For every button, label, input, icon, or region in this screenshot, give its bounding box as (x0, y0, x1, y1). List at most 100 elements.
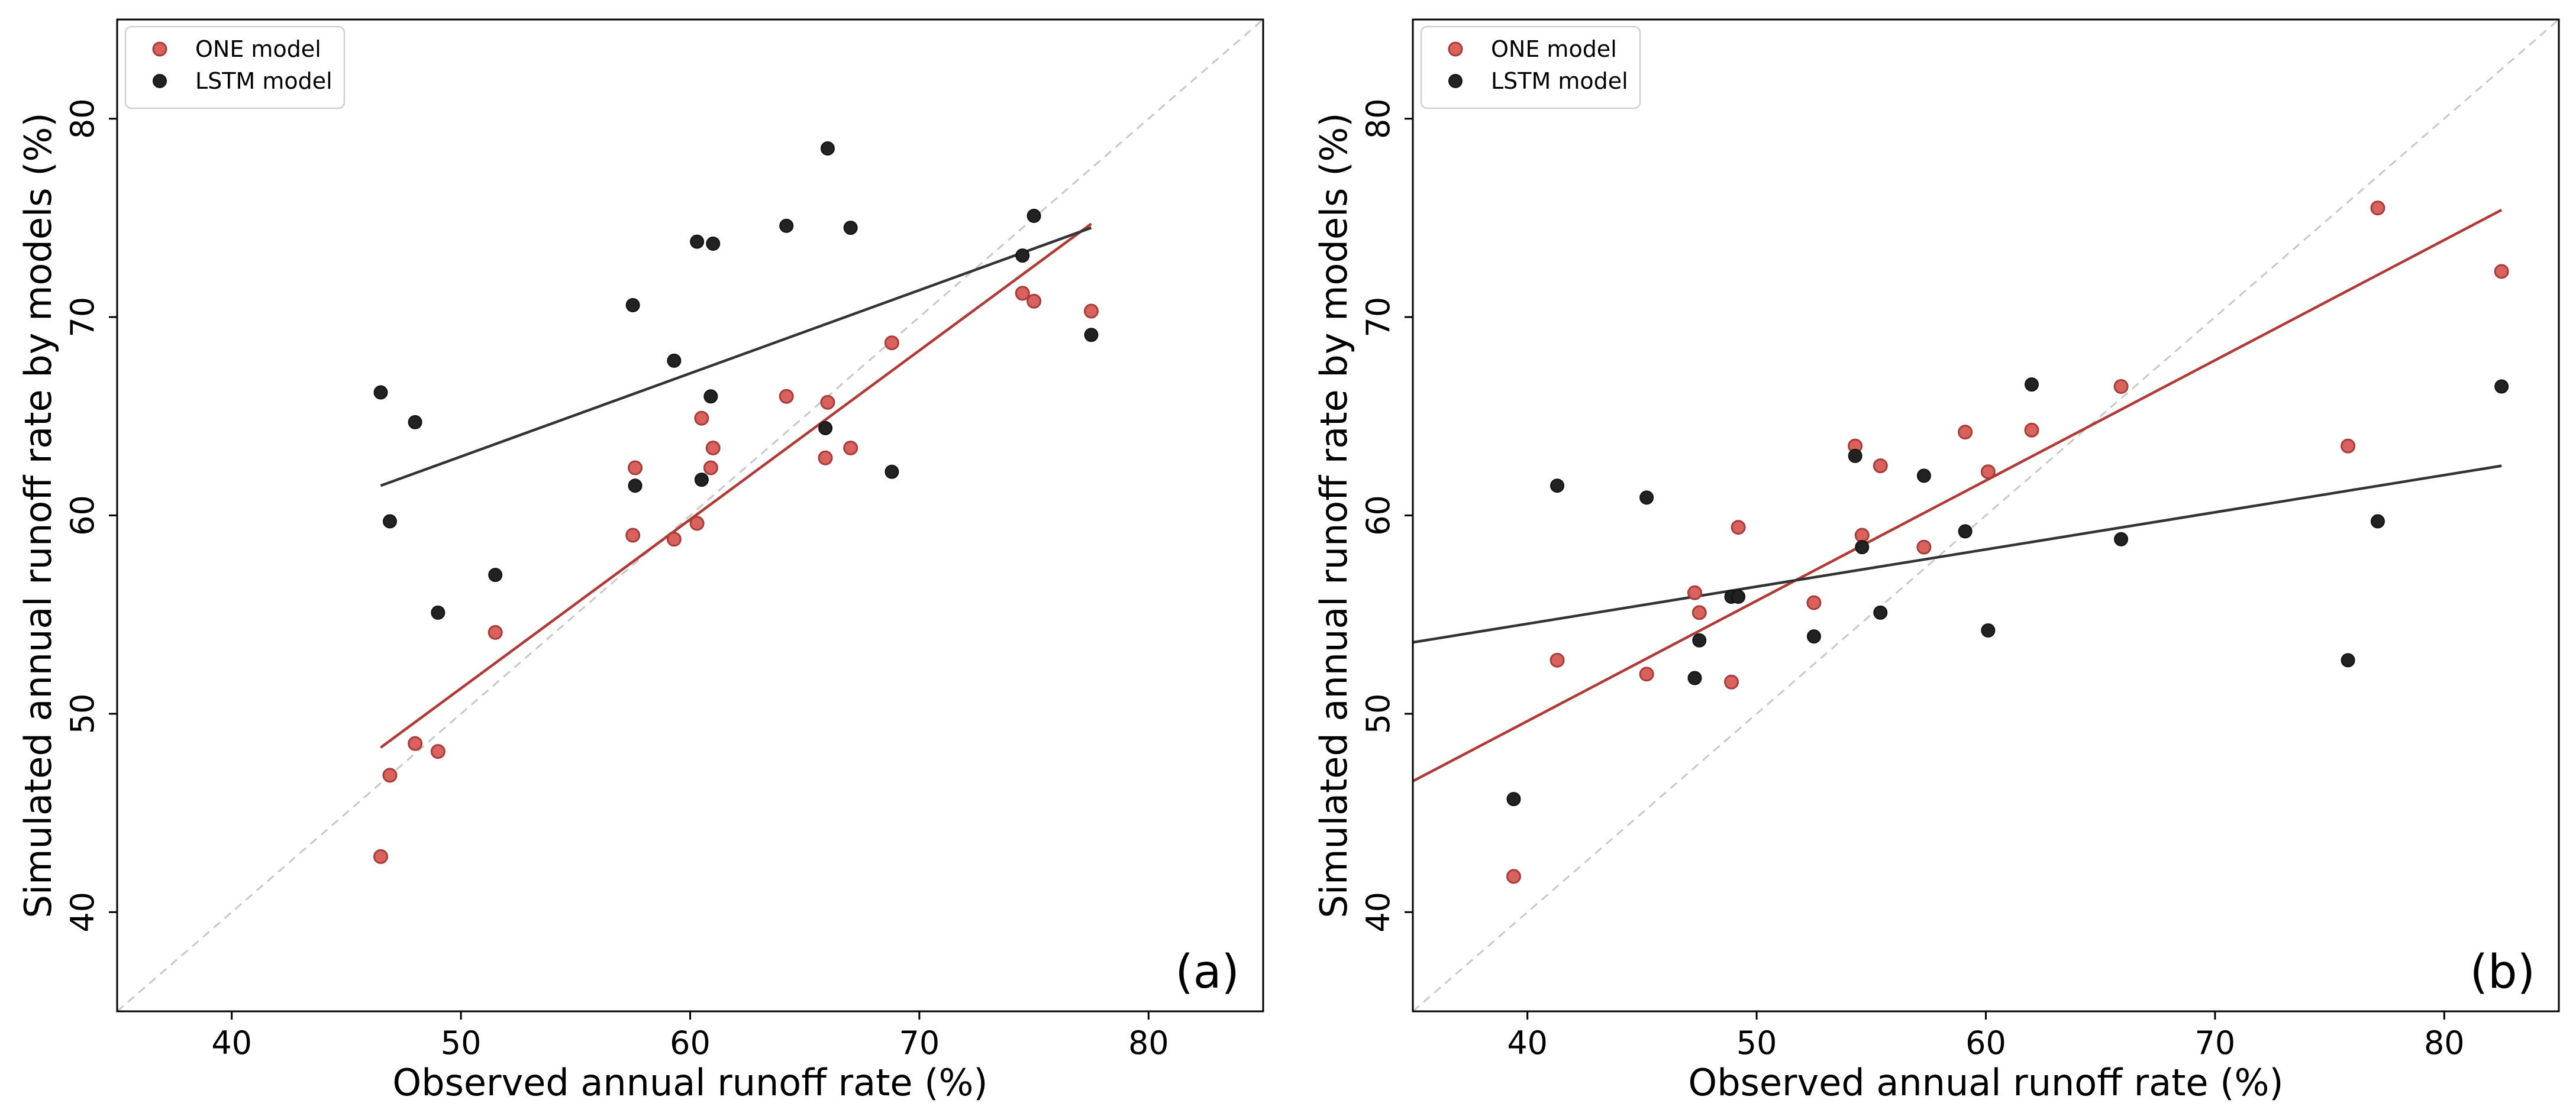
x-tick-label: 40 (1507, 1024, 1548, 1062)
one-model-point (2370, 200, 2385, 216)
lstm-model-point (779, 218, 794, 233)
lstm-model-point (431, 605, 446, 620)
one-model-point (373, 849, 389, 864)
lstm-model-point (690, 234, 705, 249)
one-model-point (1639, 667, 1654, 682)
one-model-point (694, 410, 709, 426)
lstm-model-point (1873, 605, 1888, 620)
legend-one-model-marker (152, 41, 167, 57)
y-tick-label: 40 (64, 892, 101, 933)
plot-area (1413, 20, 2559, 1011)
one-model-point (689, 516, 705, 531)
lstm-fit-line (380, 227, 1092, 487)
panel-label: (a) (1175, 946, 1239, 999)
y-tick-label: 50 (1360, 694, 1397, 735)
x-tick-label: 60 (670, 1024, 711, 1062)
panel-label: (b) (2470, 946, 2535, 999)
x-axis-label: Observed annual runoff rate (%) (1688, 1061, 2283, 1104)
one-model-point (1506, 869, 1521, 884)
one-model-point (703, 460, 718, 475)
lstm-model-point (1015, 248, 1030, 263)
one-model-point (666, 532, 682, 547)
lstm-model-point (408, 415, 422, 429)
legend-lstm-model-label: LSTM model (1491, 68, 1628, 94)
one-model-point (2024, 422, 2039, 438)
one-model-series (1506, 200, 2509, 884)
one-model-point (884, 335, 899, 351)
lstm-model-point (2370, 514, 2385, 529)
legend: ONE model LSTM model (124, 25, 346, 109)
lstm-model-point (694, 473, 709, 487)
one-model-point (1026, 293, 1042, 309)
one-model-point (1687, 585, 1703, 600)
one-model-point (779, 389, 794, 404)
lstm-model-series (373, 141, 1099, 620)
y-axis-label: Simulated annual runoff rate by models (… (17, 112, 60, 918)
one-fit-line (1413, 208, 2503, 782)
x-tick-label: 70 (2195, 1024, 2236, 1062)
lstm-model-point (1506, 792, 1521, 807)
one-fit-line (380, 222, 1092, 749)
y-axis-label: Simulated annual runoff rate by models (… (1312, 112, 1355, 918)
x-tick-label: 80 (2424, 1024, 2465, 1062)
plot-area (117, 20, 1263, 1011)
one-model-point (843, 440, 858, 455)
lstm-model-point (488, 568, 503, 583)
y-tick-label: 60 (1360, 495, 1397, 536)
identity-line (117, 20, 1263, 1011)
lstm-model-point (667, 353, 682, 368)
lstm-model-point (1731, 590, 1746, 604)
one-model-point (1806, 595, 1822, 610)
one-model-point (1958, 425, 1973, 440)
legend: ONE model LSTM model (1420, 25, 1641, 109)
y-tick-label: 70 (1360, 297, 1397, 338)
lstm-model-point (625, 297, 640, 312)
lstm-fit-line (1413, 464, 2502, 644)
lstm-model-point (373, 385, 388, 400)
x-tick-label: 70 (899, 1024, 940, 1062)
one-model-point (818, 450, 833, 465)
legend-box (1420, 25, 1641, 109)
lstm-model-point (820, 141, 835, 156)
x-axis-label: Observed annual runoff rate (%) (392, 1061, 987, 1104)
lstm-model-point (1026, 209, 1041, 224)
y-tick-label: 40 (1360, 892, 1397, 933)
one-model-point (705, 440, 721, 455)
legend-one-model-label: ONE model (1491, 36, 1617, 62)
legend-lstm-model-label: LSTM model (195, 68, 333, 94)
one-model-point (1015, 286, 1030, 301)
y-tick-label: 50 (64, 694, 101, 735)
one-model-point (1980, 464, 1996, 480)
one-model-series (373, 286, 1099, 864)
lstm-model-point (885, 464, 899, 479)
one-model-point (1916, 539, 1932, 555)
one-model-point (820, 394, 835, 410)
one-model-point (625, 528, 641, 543)
identity-line (1413, 20, 2559, 1011)
panel-a: 40 50 60 70 80 40 50 60 70 80 Observed annual runo… (17, 18, 1264, 1104)
lstm-model-point (818, 420, 833, 435)
lstm-model-point (1916, 468, 1931, 483)
one-model-point (1083, 303, 1099, 319)
lstm-model-point (1550, 478, 1565, 493)
panel-b: 40 50 60 70 80 40 50 60 70 80 Observed annual runo… (1312, 18, 2560, 1104)
legend-one-model-label: ONE model (195, 36, 321, 62)
one-model-point (2494, 264, 2509, 279)
y-tick-label: 70 (64, 297, 101, 338)
legend-box (124, 25, 346, 109)
legend-lstm-model-marker (1448, 74, 1463, 88)
lstm-model-point (1687, 671, 1702, 685)
y-tick-label: 80 (64, 98, 101, 139)
one-model-point (382, 768, 398, 783)
x-tick-label: 40 (211, 1024, 252, 1062)
lstm-model-point (706, 237, 721, 251)
lstm-model-point (2494, 379, 2509, 394)
y-tick-label: 80 (1360, 98, 1397, 139)
legend-lstm-model-marker (153, 74, 167, 88)
lstm-model-point (2114, 532, 2129, 546)
one-model-point (488, 625, 503, 640)
y-tick-label: 60 (64, 495, 101, 536)
one-model-point (628, 460, 643, 475)
x-tick-label: 80 (1128, 1024, 1169, 1062)
